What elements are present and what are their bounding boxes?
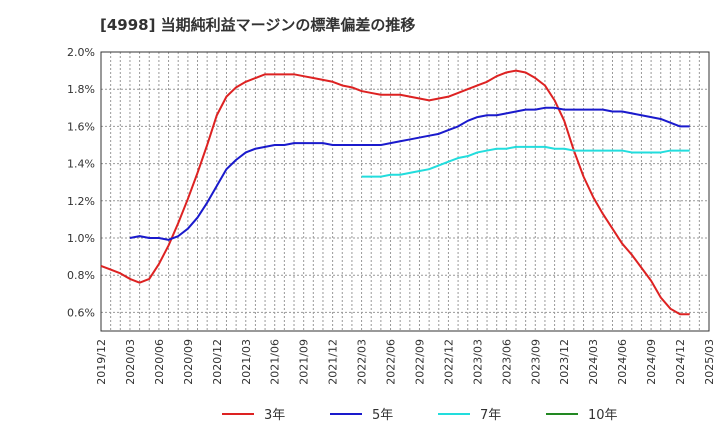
y-tick-label: 0.6% (67, 306, 95, 319)
x-tick-label: 2024/06 (616, 339, 629, 385)
x-tick-label: 2021/03 (240, 339, 253, 385)
x-tick-label: 2023/03 (471, 339, 484, 385)
plot-area (101, 52, 709, 331)
x-tick-label: 2021/09 (298, 339, 311, 385)
y-tick-label: 1.6% (67, 120, 95, 133)
y-tick-label: 1.0% (67, 232, 95, 245)
y-tick-label: 2.0% (67, 46, 95, 59)
x-tick-label: 2020/06 (153, 339, 166, 385)
legend-label: 7年 (480, 408, 501, 423)
x-tick-label: 2022/03 (356, 339, 369, 385)
series-line-7年 (361, 145, 690, 178)
x-tick-label: 2024/09 (645, 339, 658, 385)
x-tick-label: 2025/03 (703, 339, 716, 385)
x-tick-label: 2020/03 (124, 339, 137, 385)
x-tick-label: 2023/09 (529, 339, 542, 385)
y-tick-label: 0.8% (67, 269, 95, 282)
series-line-3年 (100, 69, 690, 316)
x-tick-label: 2024/12 (674, 339, 687, 385)
x-tick-label: 2020/12 (211, 339, 224, 385)
x-tick-label: 2024/03 (587, 339, 600, 385)
x-tick-label: 2022/06 (385, 339, 398, 385)
x-tick-label: 2020/09 (182, 339, 195, 385)
legend-label: 10年 (588, 408, 618, 423)
chart-title: [4998] 当期純利益マージンの標準偏差の推移 (100, 16, 416, 34)
legend-label: 5年 (372, 408, 393, 423)
x-tick-label: 2023/06 (500, 339, 513, 385)
x-tick-label: 2023/12 (558, 339, 571, 385)
x-tick-label: 2022/12 (442, 339, 455, 385)
y-tick-label: 1.2% (67, 195, 95, 208)
x-tick-label: 2021/12 (327, 339, 340, 385)
x-tick-label: 2019/12 (95, 339, 108, 385)
x-tick-label: 2021/06 (269, 339, 282, 385)
x-tick-label: 2022/09 (413, 339, 426, 385)
series-line-5年 (129, 106, 690, 241)
legend-label: 3年 (264, 408, 285, 423)
y-tick-label: 1.4% (67, 158, 95, 171)
plot-frame (100, 51, 710, 332)
y-tick-label: 1.8% (67, 83, 95, 96)
